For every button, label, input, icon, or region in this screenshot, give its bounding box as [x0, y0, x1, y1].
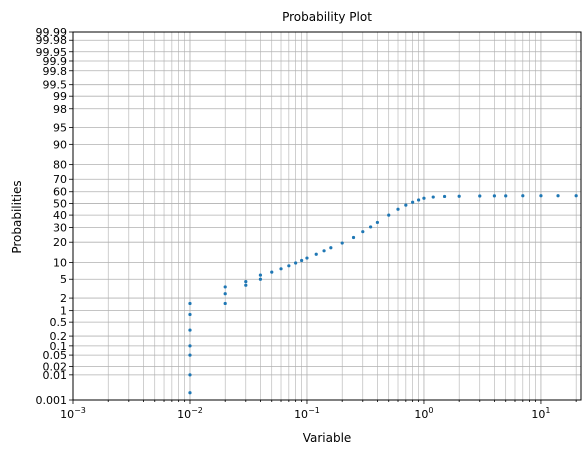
- data-point: [223, 285, 227, 289]
- data-point: [188, 301, 192, 306]
- y-tick-label: 30: [53, 222, 67, 235]
- y-tick-label: 95: [53, 122, 67, 135]
- y-tick-label: 5: [60, 273, 67, 286]
- y-tick-label: 70: [53, 173, 67, 186]
- data-point: [375, 220, 380, 225]
- x-tick-base: 10: [60, 408, 74, 421]
- data-point: [404, 203, 408, 207]
- y-tick-label: 0.5: [50, 316, 68, 329]
- plot-frame: [72, 31, 582, 401]
- x-tick-exponent: −1: [308, 406, 320, 415]
- data-point: [258, 273, 263, 277]
- y-tick-label: 0.1: [50, 340, 68, 353]
- y-tick-label: 99.5: [43, 79, 68, 92]
- y-tick-label: 1: [60, 305, 67, 318]
- y-tick-labels: 0.001 0.010.020.050.10.20.512 5 10 203040506…: [36, 26, 68, 407]
- data-point: [188, 312, 192, 317]
- y-tick-label: 99.9: [43, 55, 68, 68]
- data-point: [188, 353, 192, 357]
- x-tick-label: 101: [531, 406, 550, 421]
- data-point: [329, 246, 333, 250]
- data-point: [417, 198, 421, 202]
- data-point: [442, 194, 447, 199]
- y-tick-label: 99.95: [36, 46, 68, 59]
- data-point: [258, 277, 263, 281]
- y-tick-label: 50: [53, 197, 67, 210]
- data-point: [422, 196, 426, 200]
- data-point: [223, 301, 227, 306]
- chart-title: Probability Plot: [282, 10, 372, 24]
- x-tick-base: 10: [294, 408, 308, 421]
- data-point: [322, 249, 326, 253]
- y-tick-label: 40: [53, 209, 67, 222]
- x-tick-label: 10−1: [294, 406, 320, 421]
- data-point: [340, 241, 344, 245]
- data-point: [188, 328, 192, 332]
- data-point: [369, 225, 373, 229]
- y-tick-label: 2: [60, 292, 67, 305]
- data-point: [188, 373, 192, 377]
- data-point: [244, 283, 248, 287]
- y-tick-label: 10: [53, 256, 67, 269]
- data-point: [361, 230, 365, 234]
- y-tick-label: 0.02: [43, 361, 68, 374]
- y-tick-label: 0.2: [50, 330, 68, 343]
- grid-lines: [72, 31, 581, 401]
- x-tick-label: 10−2: [177, 406, 203, 421]
- x-tick-exponent: 0: [428, 406, 433, 415]
- data-point: [396, 207, 400, 211]
- y-tick-label: 99.8: [43, 65, 68, 78]
- y-tick-label: 99.99: [36, 26, 68, 39]
- data-point: [279, 267, 283, 271]
- data-point: [539, 194, 543, 198]
- data-point: [431, 195, 435, 199]
- y-tick-label: 98: [53, 103, 67, 116]
- y-tick-label: 20: [53, 236, 67, 249]
- data-point: [270, 270, 274, 274]
- x-tick-base: 10: [414, 408, 428, 421]
- data-point: [574, 194, 578, 198]
- data-point: [305, 256, 309, 260]
- data-point: [294, 261, 298, 265]
- data-point: [287, 264, 291, 268]
- data-point: [504, 194, 508, 198]
- x-tick-exponent: −3: [74, 406, 86, 415]
- data-point: [244, 279, 248, 284]
- y-tick-label: 80: [53, 159, 67, 172]
- y-tick-label: 99: [53, 90, 67, 103]
- y-tick-label: 0.01: [43, 369, 68, 382]
- x-tick-exponent: 1: [545, 406, 550, 415]
- x-tick-labels: 10−3 10−2 10−1 100 101: [60, 406, 550, 421]
- data-point: [521, 194, 525, 198]
- data-point: [387, 213, 391, 217]
- data-points: [188, 194, 578, 395]
- x-tick-exponent: −2: [191, 406, 203, 415]
- data-point: [223, 292, 227, 296]
- y-tick-label: 60: [53, 186, 67, 199]
- y-tick-label: 99.98: [36, 34, 68, 47]
- x-tick-label: 10−3: [60, 406, 86, 421]
- x-tick-base: 10: [531, 408, 545, 421]
- x-tick-base: 10: [177, 408, 191, 421]
- y-tick-label: 0.05: [43, 349, 68, 362]
- x-axis-label: Variable: [303, 431, 352, 445]
- data-point: [300, 258, 304, 263]
- y-tick-label: 0.001: [36, 394, 68, 407]
- data-point: [556, 194, 560, 198]
- y-axis-label: Probabilities: [10, 180, 24, 253]
- data-point: [411, 200, 415, 204]
- data-point: [478, 194, 482, 198]
- data-point: [188, 391, 192, 395]
- data-point: [188, 344, 192, 348]
- data-point: [492, 194, 496, 198]
- axis-ticks: [69, 31, 577, 404]
- data-point: [457, 194, 461, 198]
- data-point: [314, 252, 318, 256]
- data-point: [351, 235, 356, 240]
- y-tick-label: 90: [53, 138, 67, 151]
- x-tick-label: 100: [414, 406, 433, 421]
